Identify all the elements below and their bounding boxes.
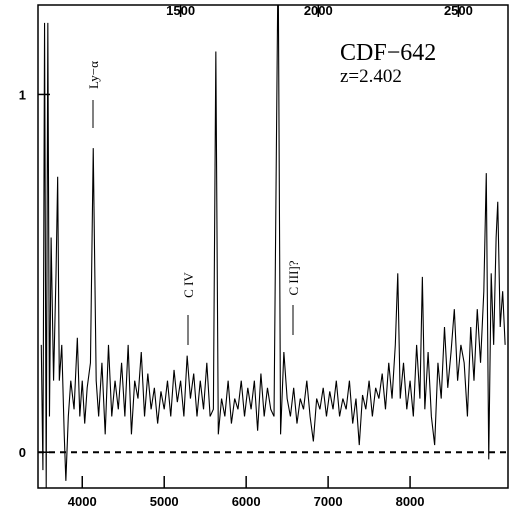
line-label: C III]? [286,260,301,295]
x-tick-label: 5000 [150,494,179,509]
x-tick-label: 7000 [314,494,343,509]
x2-tick-label: 2000 [304,3,333,18]
plot-frame [37,4,509,489]
spectrum [40,5,506,488]
object-name: CDF−642 [340,40,436,66]
x-tick-label: 6000 [232,494,261,509]
x-tick-label: 4000 [68,494,97,509]
redshift: z=2.402 [340,66,402,87]
x2-tick-label: 2500 [444,3,473,18]
x-tick-label: 8000 [396,494,425,509]
x2-tick-label: 1500 [166,3,195,18]
y-tick-label: 0 [19,445,26,460]
line-label: C IV [181,272,196,298]
y-tick-label: 1 [19,87,26,102]
line-label: Ly−α [86,61,101,89]
